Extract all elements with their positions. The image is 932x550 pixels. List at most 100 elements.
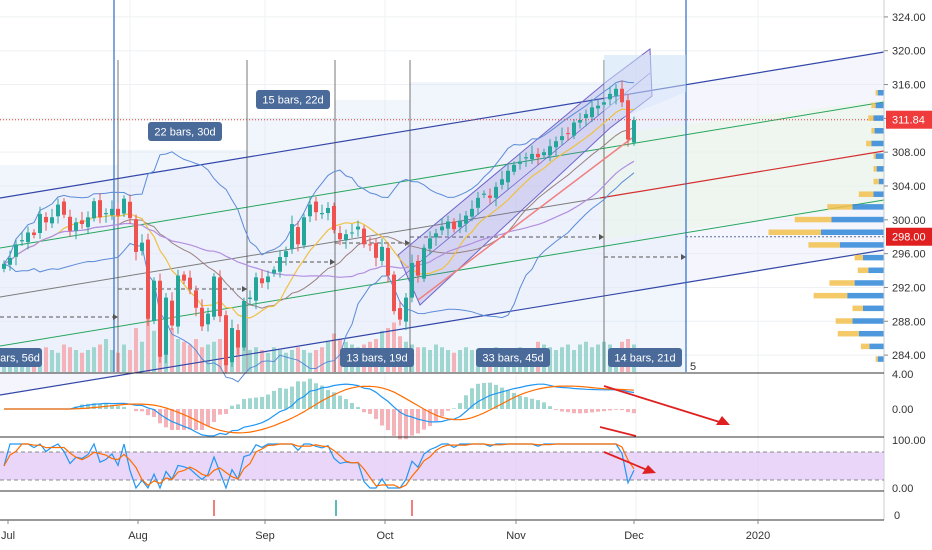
candle: [314, 196, 318, 221]
candle: [500, 170, 504, 190]
candle-body: [482, 193, 486, 195]
candle: [572, 119, 576, 139]
candle-body: [584, 114, 588, 119]
volume-bar: [446, 350, 450, 372]
stochastic-tick-label: 100.00: [892, 435, 926, 447]
candle: [416, 254, 420, 283]
candle: [290, 215, 294, 254]
macd-histogram-bar: [110, 405, 114, 409]
volume-bar: [296, 347, 300, 372]
candle: [212, 273, 216, 321]
candle: [398, 300, 402, 326]
macd-histogram-bar: [380, 409, 384, 426]
macd-pane: [4, 378, 730, 440]
candle: [86, 211, 90, 235]
volume-bar: [302, 350, 306, 372]
candle-body: [134, 219, 138, 252]
candle: [464, 210, 468, 233]
profile-bar-down: [875, 356, 878, 362]
time-tick-label: Jul: [1, 530, 15, 542]
candle-body: [230, 328, 234, 363]
volume-bar: [212, 341, 216, 372]
price-tick-label: 288.00: [892, 316, 926, 328]
macd-histogram-bar: [398, 409, 402, 440]
volume-bar: [434, 344, 438, 372]
candle: [164, 292, 168, 364]
profile-bar-up: [877, 90, 884, 96]
trend-line: [417, 137, 633, 301]
candle-body: [62, 201, 66, 215]
candle: [338, 225, 342, 246]
macd-histogram-bar: [416, 409, 420, 434]
time-axis: Jul Aug Sep Oct Nov Dec 2020: [1, 520, 770, 542]
macd-histogram-bar: [632, 409, 636, 414]
candle-body: [182, 274, 186, 281]
profile-bar-down: [873, 178, 879, 185]
macd-histogram-bar: [410, 409, 414, 436]
volume-bar: [122, 344, 126, 372]
candle-body: [464, 215, 468, 224]
candle: [566, 127, 570, 141]
macd-histogram-bar: [284, 388, 288, 409]
macd-histogram-bar: [512, 392, 516, 409]
candle: [98, 193, 102, 224]
profile-bar-up: [875, 153, 884, 159]
candle: [260, 269, 264, 288]
candle: [530, 145, 534, 164]
candle-body: [326, 207, 330, 214]
macd-histogram-bar: [158, 409, 162, 424]
volume-bar: [422, 347, 426, 372]
candle-body: [116, 208, 120, 216]
channel-inner-fill: [600, 100, 884, 240]
volume-bar: [452, 352, 456, 372]
candle-body: [398, 308, 402, 320]
profile-bar-up: [877, 356, 884, 362]
projection-arrowhead: [113, 314, 118, 320]
macd-histogram-bar: [470, 388, 474, 409]
projection-arrowhead: [681, 254, 686, 260]
candle-body: [2, 263, 6, 269]
candle: [602, 98, 606, 109]
candle: [482, 190, 486, 199]
candle: [452, 218, 456, 233]
bar-range-label-text: 33 bars, 45d: [482, 353, 543, 365]
profile-bar-up: [875, 102, 884, 109]
bar-range-label-bg: [148, 122, 222, 141]
candle: [506, 164, 510, 190]
volume-bar: [308, 352, 312, 372]
price-tick-label: 324.00: [892, 12, 926, 24]
bar-range-label: 33 bars, 45d: [476, 348, 550, 367]
bar-range-label: 13 bars, 19d: [340, 348, 414, 367]
projection-arrowhead: [242, 286, 247, 292]
volume-bar: [572, 350, 576, 372]
volume-bar: [170, 328, 174, 372]
volume-bar: [590, 347, 594, 372]
macd-histogram-bar: [464, 395, 468, 409]
candle: [308, 197, 312, 223]
candle: [296, 221, 300, 252]
candle: [248, 290, 252, 305]
candle: [68, 209, 72, 237]
macd-histogram-bar: [596, 409, 600, 412]
candle: [200, 299, 204, 331]
candle: [284, 246, 288, 266]
volume-bar: [314, 350, 318, 372]
profile-bar-up: [868, 267, 884, 274]
volume-bar: [128, 350, 132, 372]
candle-body: [434, 233, 438, 238]
stochastic-pane: [0, 442, 884, 490]
volume-bar: [140, 341, 144, 372]
candle: [278, 249, 282, 278]
profile-bar-up: [852, 204, 884, 210]
volume-bar: [68, 347, 72, 372]
candle: [458, 213, 462, 234]
price-tick-label: 308.00: [892, 147, 926, 159]
profile-bar-down: [854, 254, 863, 261]
volume-bar: [62, 344, 66, 372]
candle: [440, 218, 444, 235]
macd-histogram-bar: [332, 392, 336, 409]
volume-bar: [74, 350, 78, 372]
candle-body: [596, 105, 600, 109]
time-tick-label: 2020: [746, 530, 770, 542]
